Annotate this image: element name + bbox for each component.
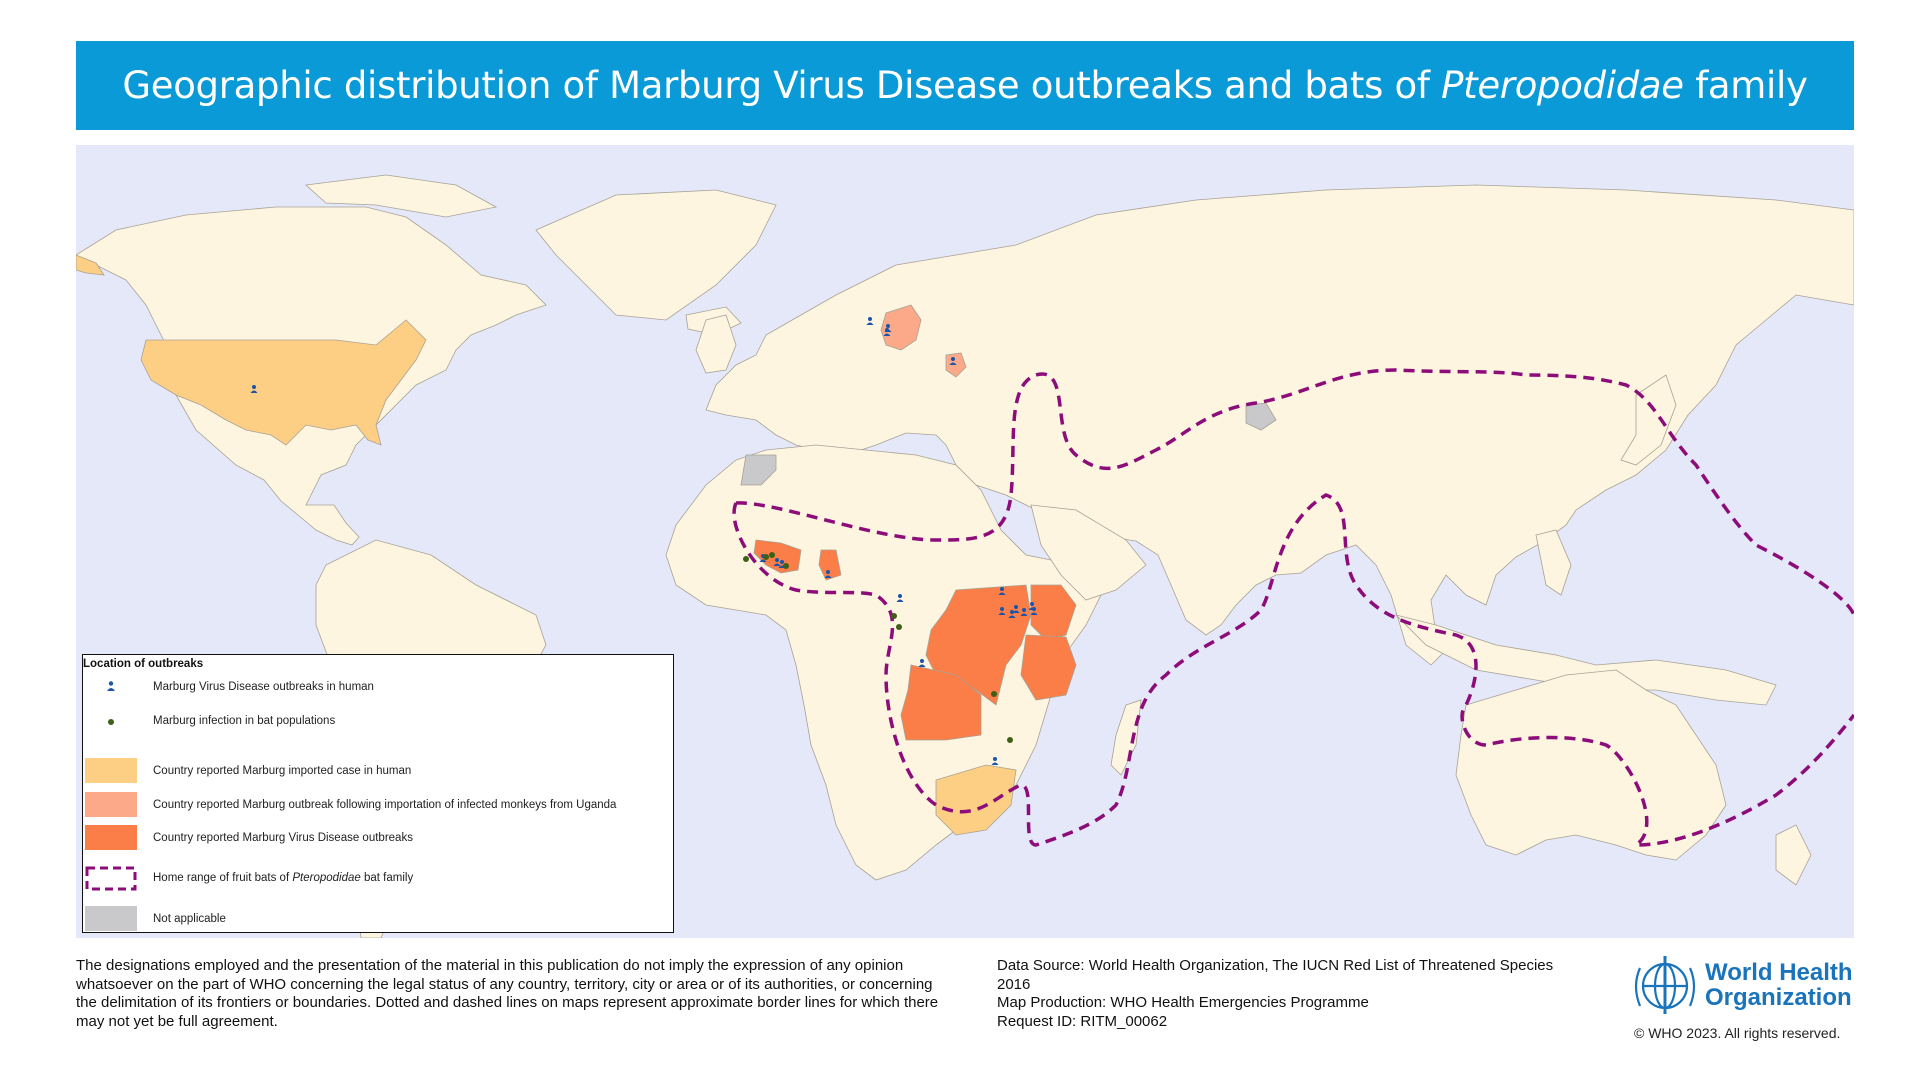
legend-row-bat-infection: Marburg infection in bat populations — [83, 715, 673, 745]
legend-row-imported-case: Country reported Marburg imported case i… — [83, 758, 673, 788]
legend-label-bat-infection: Marburg infection in bat populations — [153, 715, 336, 727]
human-outbreak-marker — [883, 328, 891, 336]
map-production-text: Map Production: WHO Health Emergencies P… — [997, 994, 1369, 1011]
source-block: Data Source: World Health Organization, … — [997, 957, 1557, 1031]
title-text: Geographic distribution of Marburg Virus… — [122, 64, 1442, 107]
legend-label-not-applicable: Not applicable — [153, 913, 226, 925]
legend-row-human-outbreak: Marburg Virus Disease outbreaks in human — [83, 675, 673, 705]
who-name-line2: Organization — [1705, 984, 1852, 1011]
landmass-new-zealand — [1775, 824, 1812, 886]
landmass-japan — [1620, 374, 1677, 466]
human-outbreak-marker — [773, 558, 781, 566]
region-western-sahara — [740, 454, 777, 486]
swatch-grey — [85, 906, 137, 931]
landmass-indonesia — [1394, 614, 1777, 706]
data-source-text: Data Source: World Health Organization, … — [997, 957, 1554, 993]
person-marker-icon — [107, 681, 115, 691]
green-dot-icon — [108, 719, 114, 725]
legend-label-human-outbreak: Marburg Virus Disease outbreaks in human — [153, 681, 374, 693]
country-alaska — [76, 254, 105, 276]
copyright-text: © WHO 2023. All rights reserved. — [1634, 1025, 1841, 1041]
country-guinea-sierra-leone-liberia — [753, 539, 802, 574]
who-name-line1: World Health — [1705, 959, 1853, 986]
landmass-arctic-islands — [305, 174, 498, 218]
region-kashmir — [1245, 402, 1277, 431]
legend-title: Location of outbreaks — [83, 658, 204, 670]
outbreak-markers — [250, 317, 1038, 765]
landmass-arabian-peninsula — [1030, 504, 1147, 601]
landmass-madagascar — [1110, 699, 1142, 776]
country-angola — [900, 664, 982, 741]
dashed-outline-icon — [85, 866, 137, 891]
landmass-philippines — [1535, 529, 1572, 596]
human-outbreak-marker — [1012, 605, 1020, 613]
map-title-bar: Geographic distribution of Marburg Virus… — [76, 41, 1854, 130]
country-united-states — [140, 319, 427, 446]
title-end-text: family — [1683, 64, 1808, 107]
bat-range-africa-west — [735, 368, 1854, 616]
landmass-greenland — [535, 189, 777, 321]
human-outbreak-marker — [949, 357, 957, 365]
human-outbreak-marker — [866, 317, 874, 325]
human-outbreak-marker — [896, 594, 904, 602]
legend-row-monkey-import: Country reported Marburg outbreak follow… — [83, 792, 673, 822]
landmass-british-isles — [695, 314, 737, 374]
landmass-eurasia — [705, 184, 1854, 666]
bat-infection-marker — [896, 624, 902, 630]
country-germany — [880, 304, 922, 351]
disclaimer-text: The designations employed and the presen… — [76, 957, 939, 1030]
country-ghana — [818, 549, 842, 581]
legend-label-monkey-import: Country reported Marburg outbreak follow… — [153, 799, 617, 811]
landmass-australia — [1455, 669, 1727, 861]
legend-row-bat-range: Home range of fruit bats of Pteropodidae… — [83, 866, 673, 896]
human-outbreak-marker — [918, 659, 926, 667]
human-outbreak-marker — [998, 587, 1006, 595]
human-outbreak-marker — [998, 607, 1006, 615]
bat-infection-marker — [991, 691, 997, 697]
legend-bat-range-italic: Pteropodidae — [292, 872, 361, 884]
human-outbreak-marker — [250, 385, 258, 393]
legend-label-outbreak-country: Country reported Marburg Virus Disease o… — [153, 832, 413, 844]
bat-infection-marker — [891, 613, 897, 619]
map-legend: Location of outbreaks Marburg Virus Dise… — [82, 654, 674, 933]
bat-infection-marker — [763, 554, 769, 560]
country-tanzania — [1020, 634, 1077, 701]
human-outbreak-marker — [824, 570, 832, 578]
human-outbreak-marker — [1008, 610, 1016, 618]
legend-label-bat-range: Home range of fruit bats of Pteropodidae… — [153, 872, 413, 884]
swatch-light-orange — [85, 758, 137, 783]
title-italic-text: Pteropodidae — [1441, 64, 1684, 107]
human-outbreak-marker — [1030, 607, 1038, 615]
map-title: Geographic distribution of Marburg Virus… — [122, 64, 1808, 107]
bat-infection-marker — [783, 563, 789, 569]
who-org-name: World Health Organization — [1705, 960, 1853, 1010]
country-fills — [76, 254, 1277, 836]
legend-label-imported-case: Country reported Marburg imported case i… — [153, 765, 412, 777]
request-id-text: Request ID: RITM_00062 — [997, 1012, 1168, 1030]
human-outbreak-marker — [991, 757, 999, 765]
country-uganda-kenya — [1030, 584, 1077, 641]
who-emblem-icon — [1634, 956, 1696, 1014]
human-outbreak-marker — [1020, 608, 1028, 616]
swatch-orange — [85, 825, 137, 850]
legend-bat-range-prefix: Home range of fruit bats of — [153, 872, 293, 884]
country-south-africa — [935, 764, 1017, 836]
legend-row-not-applicable: Not applicable — [83, 906, 673, 936]
swatch-salmon — [85, 792, 137, 817]
bat-home-range — [732, 368, 1854, 847]
legend-bat-range-suffix: bat family — [360, 872, 414, 884]
legend-row-outbreak-country: Country reported Marburg Virus Disease o… — [83, 825, 673, 855]
bat-infection-marker — [1007, 737, 1013, 743]
bat-infection-marker — [743, 556, 749, 562]
bat-infection-marker — [769, 552, 775, 558]
